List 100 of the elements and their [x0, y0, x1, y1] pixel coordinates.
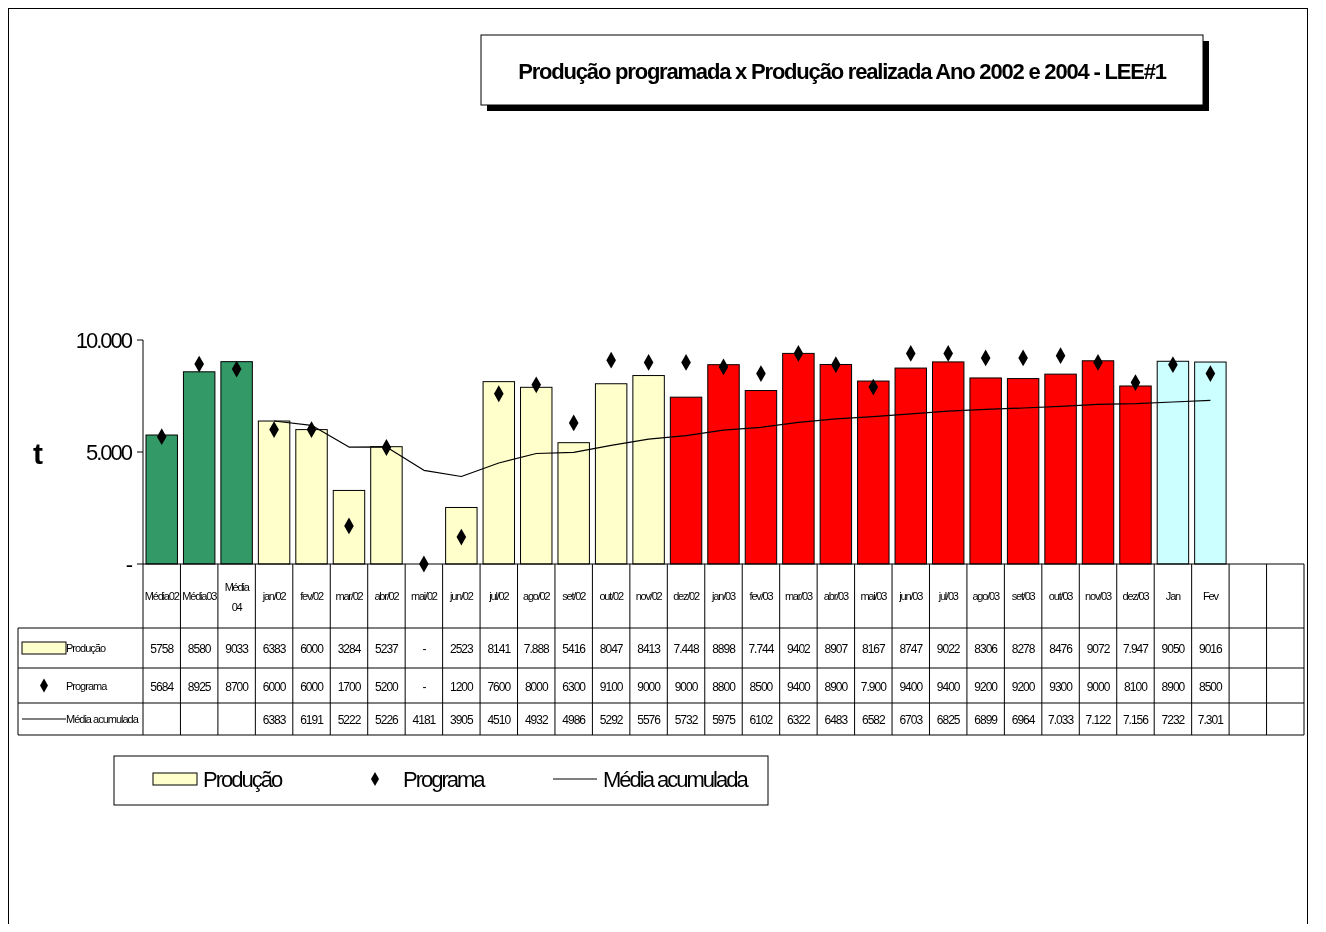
- x-tick-label: Média02: [144, 590, 180, 602]
- data-label: 7.947: [1122, 642, 1150, 656]
- x-tick-label: jun/02: [448, 590, 474, 602]
- data-label: 9050: [1161, 642, 1186, 656]
- data-label: 7.033: [1048, 713, 1075, 727]
- data-label: 8800: [712, 679, 737, 694]
- text: Média acumulada: [603, 767, 747, 792]
- x-tick-label: abr/02: [374, 590, 400, 602]
- data-label: 5226: [375, 713, 400, 727]
- data-label: 7.900: [860, 679, 888, 694]
- data-label: 9400: [936, 679, 961, 694]
- data-label: 8900: [824, 679, 849, 694]
- data-label: 4986: [562, 713, 587, 727]
- x-tick-label: ago/03: [972, 590, 1000, 602]
- x-tick-label: jan/03: [711, 590, 736, 602]
- x-tick-label: nov/02: [635, 590, 663, 602]
- data-label: -: [422, 679, 427, 694]
- data-label: 8047: [599, 642, 624, 656]
- data-label: 8580: [187, 642, 212, 656]
- x-tick-label: ago/02: [523, 590, 551, 602]
- data-label: 4932: [524, 713, 549, 727]
- data-label: 7600: [487, 679, 512, 694]
- data-label: 7.122: [1085, 713, 1112, 727]
- data-label: 7.301: [1197, 713, 1225, 727]
- data-label: 9402: [787, 642, 812, 656]
- x-tick-label: mai/03: [860, 590, 888, 602]
- data-label: 5222: [337, 713, 362, 727]
- data-label: 6582: [861, 713, 886, 727]
- data-label: 6825: [936, 713, 961, 727]
- x-tick-label: fev/02: [300, 590, 324, 602]
- data-label: 6964: [1011, 713, 1036, 727]
- x-tick-label: fev/03: [749, 590, 774, 602]
- x-tick-label: out/03: [1048, 590, 1074, 602]
- data-label: 8700: [225, 679, 250, 694]
- data-label: 6000: [300, 642, 325, 656]
- data-label: 8907: [824, 642, 849, 656]
- x-tick-label: mar/02: [335, 590, 364, 602]
- data-label: 9100: [599, 679, 624, 694]
- legend-label: Produção: [66, 642, 106, 654]
- x-tick-label: set/02: [562, 590, 587, 602]
- x-tick-label: mar/03: [784, 590, 813, 602]
- x-tick-label: dez/02: [673, 590, 701, 602]
- data-label: 6383: [262, 642, 287, 656]
- data-label: -: [422, 642, 427, 656]
- data-label: 6102: [749, 713, 774, 727]
- data-label: 9016: [1199, 642, 1224, 656]
- x-tick-label: abr/03: [823, 590, 849, 602]
- text: Programa: [403, 767, 484, 792]
- data-label: 9033: [225, 642, 250, 656]
- data-label: 8141: [487, 642, 512, 656]
- data-label: 8747: [899, 642, 924, 656]
- data-label: 5732: [674, 713, 699, 727]
- data-label: 7.156: [1122, 713, 1150, 727]
- data-label: 6483: [824, 713, 849, 727]
- x-tick-label: jul/03: [937, 590, 959, 602]
- data-label: 8900: [1161, 679, 1186, 694]
- x-tick-label: dez/03: [1122, 590, 1150, 602]
- x-tick-label: set/03: [1011, 590, 1036, 602]
- data-label: 6383: [262, 713, 287, 727]
- data-label: 5237: [375, 642, 400, 656]
- data-label: 1700: [337, 679, 362, 694]
- data-label: 6300: [562, 679, 587, 694]
- data-label: 5975: [712, 713, 737, 727]
- data-label: 8413: [637, 642, 662, 656]
- data-label: 5758: [150, 642, 175, 656]
- data-label: 6000: [300, 679, 325, 694]
- data-label: 7.888: [523, 642, 551, 656]
- data-label: 8306: [974, 642, 999, 656]
- data-label: 8925: [187, 679, 212, 694]
- x-tick-label: jun/03: [898, 590, 924, 602]
- data-label: 9022: [936, 642, 961, 656]
- data-label: 9000: [674, 679, 699, 694]
- data-label: 8000: [524, 679, 549, 694]
- data-label: 7.744: [748, 642, 775, 656]
- data-label: 9400: [787, 679, 812, 694]
- data-label: 8278: [1011, 642, 1036, 656]
- data-label: 1200: [449, 679, 475, 694]
- data-label: 6322: [787, 713, 812, 727]
- data-label: 2523: [449, 642, 475, 656]
- x-tick-label: out/02: [599, 590, 624, 602]
- data-label: 6191: [300, 713, 325, 727]
- data-label: 8476: [1049, 642, 1074, 656]
- x-tick-label: Fev: [1203, 590, 1220, 602]
- data-label: 9400: [899, 679, 924, 694]
- data-label: 9200: [1011, 679, 1036, 694]
- data-label: 6703: [899, 713, 924, 727]
- chart-title: Produção programada x Produção realizada Ano 2002 e 2004 - LEE#1: [518, 59, 1167, 84]
- y-axis-title: t: [33, 437, 43, 470]
- legend-label: Média acumulada: [66, 713, 140, 725]
- y-tick-label: 5.000: [85, 440, 133, 465]
- data-label: 6899: [974, 713, 999, 727]
- data-label: 9300: [1049, 679, 1074, 694]
- data-label: 5416: [562, 642, 587, 656]
- y-tick-label: 10.000: [75, 328, 133, 353]
- data-label: 5200: [375, 679, 400, 694]
- text: Produção: [203, 767, 282, 792]
- data-label: 8167: [861, 642, 886, 656]
- x-tick-label: Jan: [1165, 590, 1182, 602]
- data-label: 8500: [749, 679, 774, 694]
- data-label: 6000: [262, 679, 287, 694]
